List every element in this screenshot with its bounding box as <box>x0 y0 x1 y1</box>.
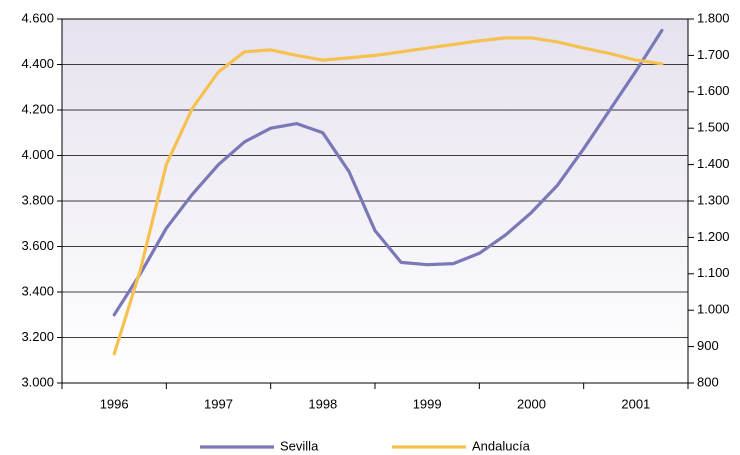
legend-label: Sevilla <box>280 438 319 453</box>
series-line <box>112 36 664 356</box>
y2-tick-label: 1.400 <box>697 156 730 171</box>
y2-tick-label: 800 <box>697 374 719 389</box>
legend-label: Andalucía <box>472 438 531 453</box>
y-tick-label: 3.800 <box>21 192 54 207</box>
x-tick-label: 1999 <box>413 396 442 411</box>
x-tick-label: 2001 <box>621 396 650 411</box>
y2-tick-label: 1.600 <box>697 83 730 98</box>
series-line <box>112 28 664 317</box>
y-tick-label: 3.600 <box>21 238 54 253</box>
y2-tick-label: 900 <box>697 338 719 353</box>
y2-tick-label: 1.700 <box>697 47 730 62</box>
y-tick-label: 4.200 <box>21 101 54 116</box>
y2-tick-label: 1.800 <box>697 10 730 25</box>
y2-tick-label: 1.000 <box>697 302 730 317</box>
x-tick-label: 1996 <box>100 396 129 411</box>
y-tick-label: 3.400 <box>21 283 54 298</box>
x-tick-label: 1998 <box>308 396 337 411</box>
y-tick-label: 3.200 <box>21 329 54 344</box>
x-tick-label: 2000 <box>517 396 546 411</box>
y2-tick-label: 1.500 <box>697 120 730 135</box>
y-tick-label: 4.600 <box>21 10 54 25</box>
y2-tick-label: 1.300 <box>697 192 730 207</box>
y-tick-label: 4.400 <box>21 56 54 71</box>
y2-tick-label: 1.100 <box>697 265 730 280</box>
y-tick-label: 4.000 <box>21 147 54 162</box>
y-tick-label: 3.000 <box>21 374 54 389</box>
y2-tick-label: 1.200 <box>697 229 730 244</box>
x-tick-label: 1997 <box>204 396 233 411</box>
